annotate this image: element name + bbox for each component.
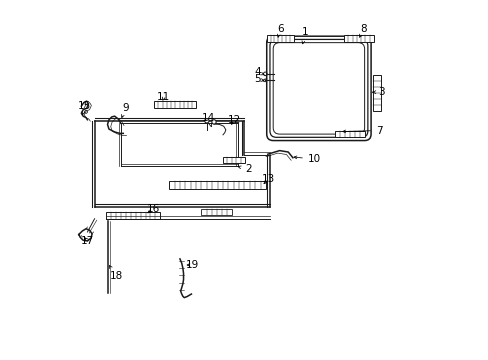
Text: 15: 15 xyxy=(78,101,91,114)
Text: 10: 10 xyxy=(293,154,320,164)
Bar xyxy=(334,131,364,137)
Text: 14: 14 xyxy=(202,113,215,126)
Text: 5: 5 xyxy=(253,74,263,84)
Text: 13: 13 xyxy=(262,174,275,184)
FancyBboxPatch shape xyxy=(269,40,367,137)
Bar xyxy=(154,101,196,108)
Bar xyxy=(169,181,265,189)
Text: 8: 8 xyxy=(359,24,366,37)
Text: 18: 18 xyxy=(109,266,122,281)
Bar xyxy=(201,210,231,215)
Circle shape xyxy=(204,119,208,123)
Text: 6: 6 xyxy=(277,24,283,37)
Bar xyxy=(223,157,244,163)
Text: 16: 16 xyxy=(146,204,160,215)
Bar xyxy=(344,35,373,42)
Text: 4: 4 xyxy=(254,67,264,77)
Text: 17: 17 xyxy=(81,236,94,246)
Circle shape xyxy=(211,120,216,124)
Text: 7: 7 xyxy=(342,126,382,135)
Text: 2: 2 xyxy=(238,164,251,174)
Text: 19: 19 xyxy=(185,260,199,270)
Text: 3: 3 xyxy=(372,87,385,97)
Text: 9: 9 xyxy=(122,103,128,117)
Bar xyxy=(372,75,380,111)
FancyBboxPatch shape xyxy=(273,42,364,134)
Text: 12: 12 xyxy=(227,115,241,125)
Bar xyxy=(266,35,293,42)
Text: 11: 11 xyxy=(157,92,170,102)
Text: 1: 1 xyxy=(302,27,308,44)
FancyBboxPatch shape xyxy=(266,36,370,140)
Bar xyxy=(106,212,160,219)
